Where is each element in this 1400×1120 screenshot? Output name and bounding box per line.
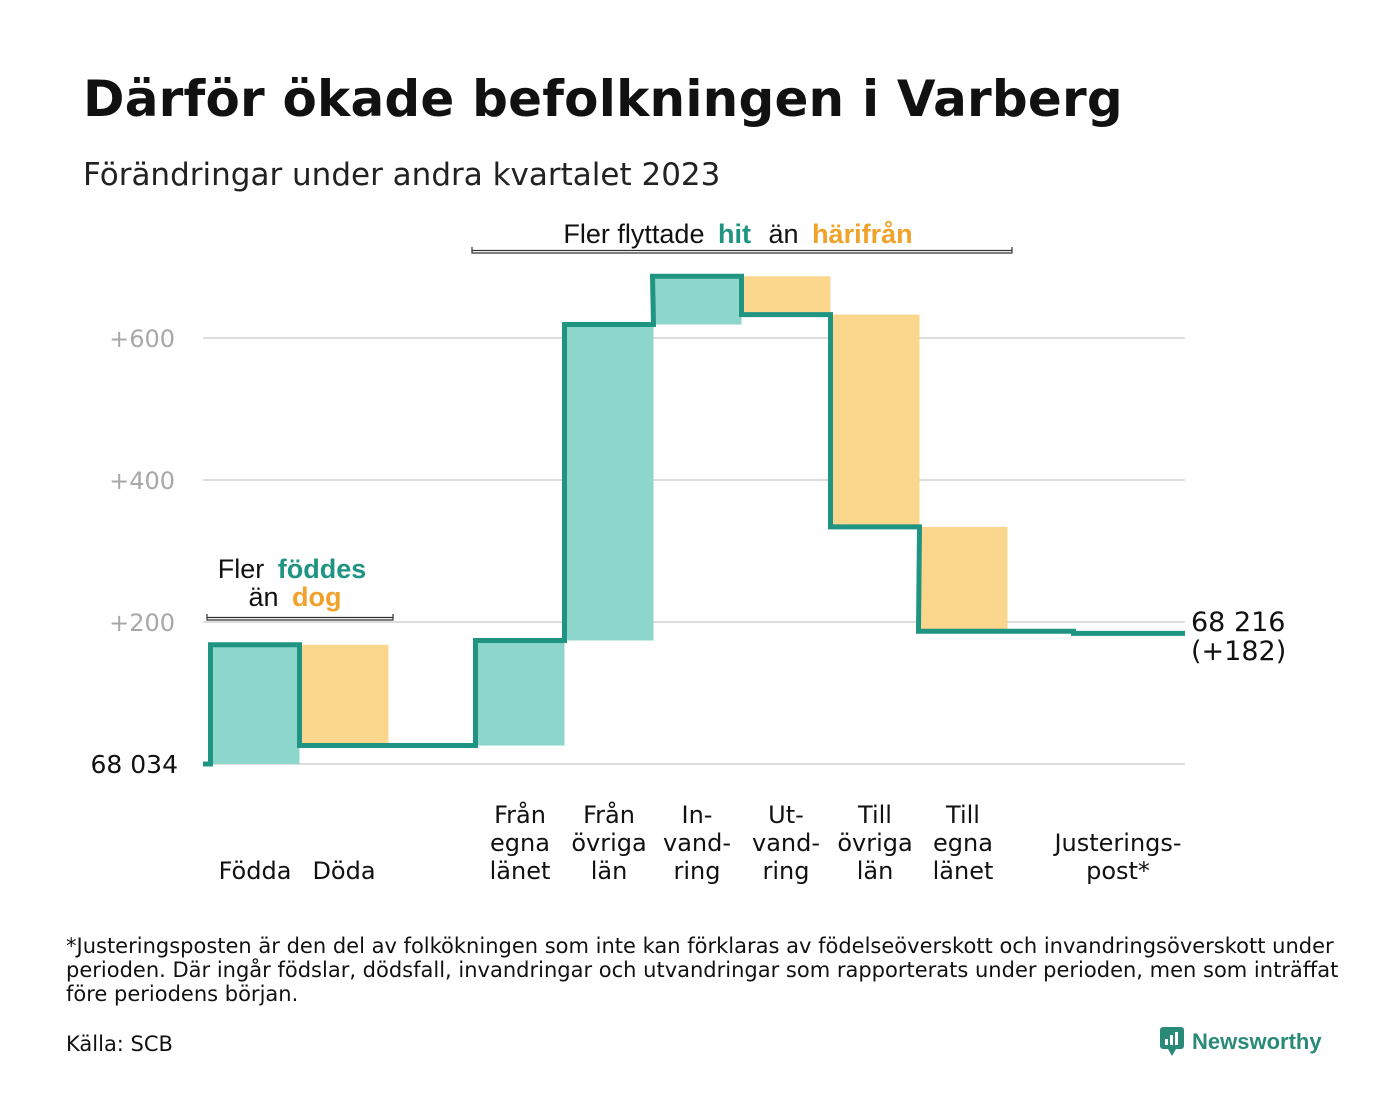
chart-title: Därför ökade befolkningen i Varberg — [83, 70, 1123, 128]
moves-annotation-prefix: Fler flyttade — [563, 219, 704, 249]
category-label: egna — [490, 829, 550, 857]
bar-2 — [475, 640, 565, 746]
births-annotation-mid: än — [248, 582, 278, 612]
brand-name: Newsworthy — [1192, 1029, 1322, 1054]
brand-logo: Newsworthy — [1160, 1027, 1322, 1057]
births-annotation-hi2: dog — [292, 582, 341, 612]
category-label: egna — [933, 829, 993, 857]
moves-annotation: Fler flyttade hit än härifrån — [471, 219, 1013, 254]
bar-5 — [741, 276, 831, 315]
category-label: vand- — [663, 829, 731, 857]
category-label: ring — [763, 857, 810, 885]
category-label: Justerings- — [1052, 829, 1181, 857]
gridlines: +600 +400 +200 — [109, 325, 1185, 765]
category-label: Ut- — [768, 801, 804, 829]
category-label: länet — [933, 857, 994, 885]
category-label: Från — [583, 800, 635, 829]
end-value-label: 68 216 — [1191, 607, 1285, 638]
footnote: *Justeringsposten är den del av folkökni… — [66, 934, 1339, 1006]
bar-0 — [210, 644, 300, 764]
waterfall-chart: +600+400+200 Födda DödaFrånegnalänetFrånö… — [91, 219, 1287, 885]
newsworthy-logo-icon — [1160, 1027, 1184, 1056]
moves-annotation-mid: än — [769, 219, 799, 249]
chart-subtitle: Förändringar under andra kvartalet 2023 — [83, 157, 721, 193]
category-label: län — [857, 857, 894, 885]
y-tick-label: +400 — [109, 467, 175, 495]
cumulative-line — [203, 273, 1185, 767]
bar-6 — [830, 314, 920, 527]
bars — [210, 276, 1008, 764]
category-label: vand- — [752, 829, 820, 857]
category-label: Från — [494, 800, 546, 829]
labels: Födda DödaFrånegnalänetFrånövrigalänIn-va… — [91, 607, 1287, 885]
category-label: Till — [857, 801, 892, 829]
moves-annotation-hi2: härifrån — [812, 219, 913, 249]
category-label: ring — [674, 857, 721, 885]
births-annotation-prefix: Fler — [218, 554, 265, 584]
category-label: In- — [682, 801, 713, 829]
category-label: länet — [490, 857, 551, 885]
bar-4 — [652, 276, 742, 325]
start-value-label: 68 034 — [91, 750, 178, 779]
category-label: post* — [1086, 857, 1150, 885]
y-tick-label: +600 — [109, 325, 175, 353]
bar-7 — [918, 526, 1008, 632]
bar-3 — [564, 324, 654, 641]
y-tick-label: +200 — [109, 609, 175, 637]
category-label: Döda — [312, 857, 375, 885]
svg-text:än dog: än dog — [248, 582, 341, 612]
births-annotation-hi1: föddes — [278, 554, 367, 584]
end-change-label: (+182) — [1191, 636, 1286, 667]
category-label: övriga — [837, 829, 912, 857]
moves-annotation-hi1: hit — [718, 219, 751, 249]
bar-1 — [299, 644, 389, 746]
category-label: övriga — [571, 829, 646, 857]
category-label: Födda — [219, 857, 292, 885]
svg-text:Fler föddes: Fler föddes — [218, 554, 367, 584]
category-label: Till — [945, 801, 980, 829]
cumulative-step-line — [203, 273, 1185, 767]
moves-bracket — [471, 247, 1013, 254]
births-bracket — [206, 614, 394, 621]
source-credit: Källa: SCB — [66, 1032, 173, 1056]
category-label: län — [591, 857, 628, 885]
svg-text:Fler flyttade hit: Fler flyttade hit än härifrån — [563, 219, 912, 249]
births-annotation: Fler föddes än dog — [206, 554, 394, 621]
